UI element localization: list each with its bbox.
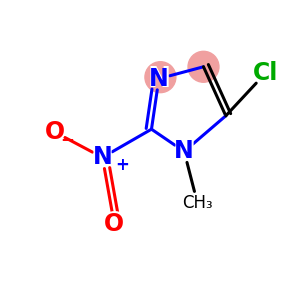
Text: O: O — [103, 210, 126, 238]
Text: N: N — [147, 65, 170, 93]
Text: O: O — [45, 120, 65, 144]
Text: Cl: Cl — [251, 59, 281, 87]
Text: O: O — [104, 212, 124, 236]
Text: O: O — [43, 118, 67, 146]
Text: N: N — [93, 146, 112, 170]
Text: N: N — [91, 143, 114, 171]
Circle shape — [188, 51, 219, 82]
Text: +: + — [116, 156, 130, 174]
Circle shape — [145, 62, 176, 93]
Text: Cl: Cl — [253, 61, 279, 85]
Text: −: − — [60, 130, 74, 148]
Text: CH₃: CH₃ — [182, 194, 213, 212]
Text: N: N — [149, 67, 169, 91]
Text: N: N — [172, 137, 196, 166]
Text: N: N — [174, 140, 194, 164]
Text: CH₃: CH₃ — [177, 194, 218, 214]
